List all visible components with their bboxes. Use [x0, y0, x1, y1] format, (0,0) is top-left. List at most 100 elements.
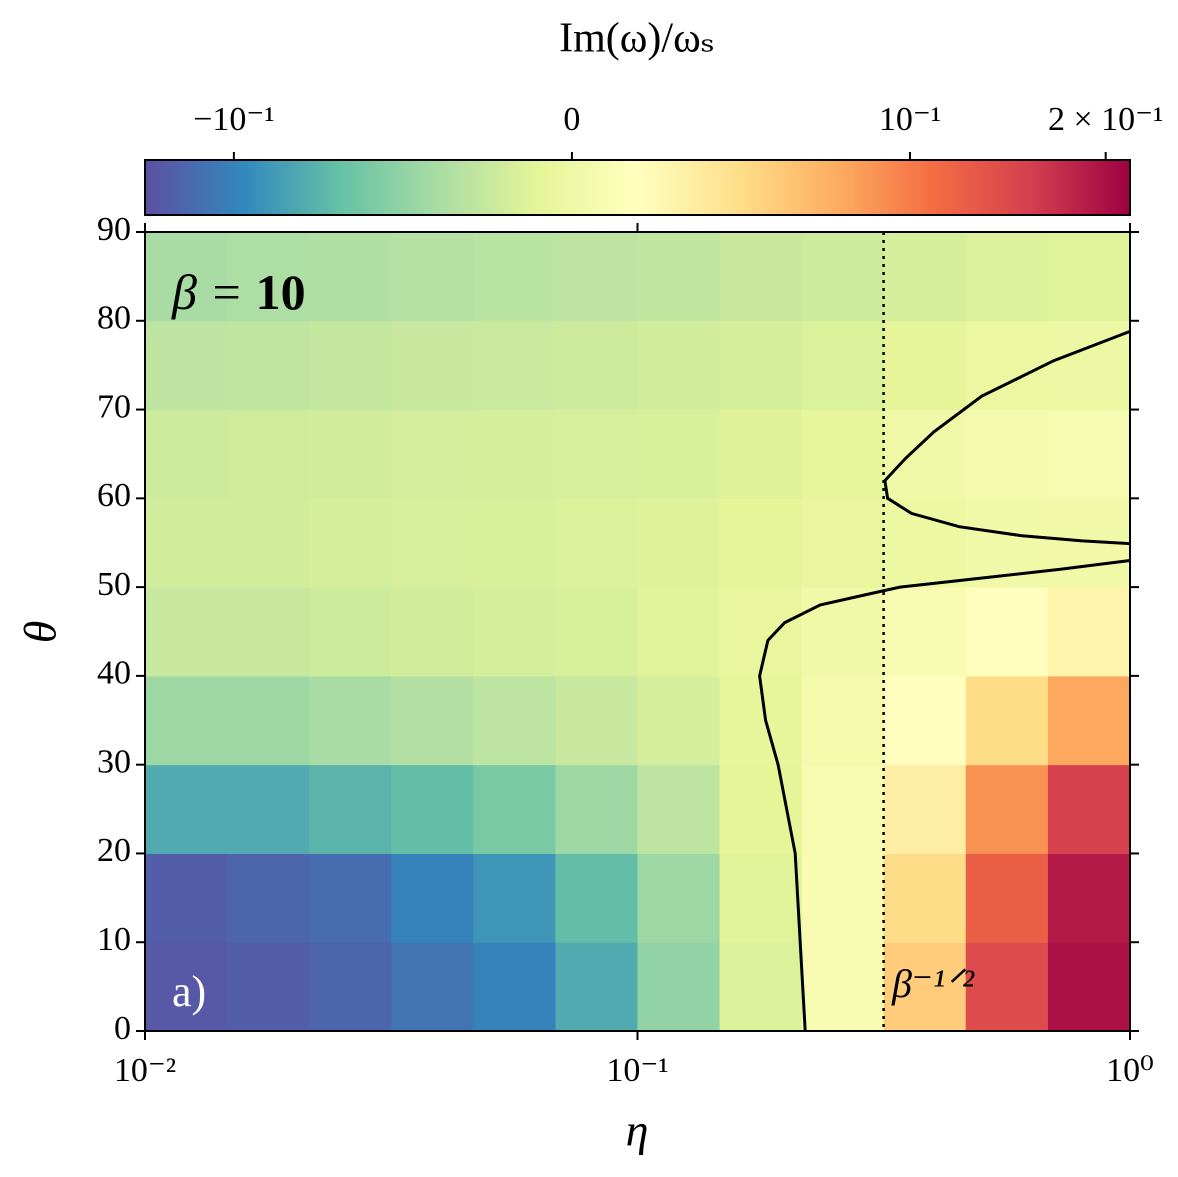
x-tick-label: 10⁰: [1106, 1052, 1154, 1089]
heatmap-cell: [1047, 853, 1131, 943]
heatmap-cell: [309, 498, 392, 588]
heatmap-cell: [391, 232, 474, 322]
y-tick-label: 80: [97, 300, 131, 337]
heatmap-cell: [309, 764, 392, 854]
y-tick-label: 90: [97, 211, 131, 248]
heatmap-cell: [227, 498, 310, 588]
heatmap-cell: [227, 320, 310, 411]
heatmap-cell: [637, 409, 721, 499]
colorbar-label: Im(ω)/ωₛ: [559, 16, 715, 62]
heatmap-cell: [227, 942, 310, 1032]
heatmap-cell: [145, 409, 228, 499]
y-tick-label: 70: [97, 388, 131, 425]
y-axis-label: θ: [15, 621, 66, 644]
heatmap-cell: [473, 942, 556, 1032]
heatmap-cell: [637, 942, 721, 1032]
x-tick-label: 10⁻²: [114, 1052, 176, 1089]
heatmap-cell: [883, 587, 967, 677]
heatmap-cell: [473, 587, 556, 677]
heatmap-cell: [555, 587, 638, 677]
heatmap-cell: [801, 320, 885, 411]
heatmap-cell: [1047, 232, 1131, 322]
heatmap-cell: [1047, 764, 1131, 854]
heatmap-cell: [391, 320, 474, 411]
heatmap-cell: [1047, 675, 1131, 766]
heatmap-cell: [555, 853, 638, 943]
heatmap-cell: [145, 764, 228, 854]
heatmap-cell: [801, 587, 885, 677]
heatmap-cell: [1047, 587, 1131, 677]
heatmap-cell: [145, 587, 228, 677]
heatmap-cell: [391, 587, 474, 677]
heatmap-cell: [883, 498, 967, 588]
heatmap-cell: [801, 409, 885, 499]
colorbar-tick-label: 2 × 10⁻¹: [1048, 101, 1163, 138]
heatmap-cell: [145, 232, 228, 322]
y-tick-label: 10: [97, 921, 131, 958]
heatmap-cell: [719, 409, 803, 499]
heatmap-cell: [883, 409, 967, 499]
heatmap-cell: [719, 587, 803, 677]
y-tick-label: 50: [97, 566, 131, 603]
heatmap-cell: [309, 320, 392, 411]
heatmap-cell: [391, 675, 474, 766]
heatmap-cell: [145, 853, 228, 943]
contour-line: [883, 329, 1131, 546]
heatmap-cell: [227, 587, 310, 677]
heatmap-cell: [1047, 942, 1131, 1032]
heatmap-cell: [965, 409, 1049, 499]
heatmap-cell: [801, 764, 885, 854]
heatmap-cell: [309, 409, 392, 499]
heatmap-cell: [1047, 409, 1131, 499]
heatmap-cell: [391, 764, 474, 854]
heatmap-cell: [883, 942, 967, 1032]
heatmap-cell: [555, 764, 638, 854]
heatmap-cell: [883, 320, 967, 411]
heatmap-cell: [309, 587, 392, 677]
heatmap-cell: [473, 764, 556, 854]
heatmap-cell: [965, 320, 1049, 411]
contour-line: [758, 559, 1131, 1032]
heatmap-cell: [555, 320, 638, 411]
heatmap-cell: [719, 498, 803, 588]
heatmap-cell: [801, 853, 885, 943]
heatmap-cell: [391, 942, 474, 1032]
heatmap-cell: [883, 764, 967, 854]
heatmap-cell: [801, 498, 885, 588]
y-tick-label: 60: [97, 477, 131, 514]
heatmap-cell: [883, 853, 967, 943]
colorbar-tick-label: 10⁻¹: [879, 101, 941, 138]
heatmap-cell: [965, 853, 1049, 943]
heatmap-cell: [145, 320, 228, 411]
heatmap-cell: [555, 942, 638, 1032]
heatmap-cell: [391, 498, 474, 588]
heatmap-cell: [555, 675, 638, 766]
heatmap-cell: [965, 675, 1049, 766]
heatmap-cell: [965, 232, 1049, 322]
heatmap-cell: [1047, 320, 1131, 411]
heatmap-cell: [309, 232, 392, 322]
heatmap-cell: [391, 409, 474, 499]
heatmap-cell: [637, 232, 721, 322]
heatmap-cell: [719, 764, 803, 854]
heatmap-cell: [309, 853, 392, 943]
heatmap-cell: [227, 232, 310, 322]
heatmap-cell: [965, 587, 1049, 677]
heatmap-cell: [555, 498, 638, 588]
heatmap-cell: [473, 320, 556, 411]
heatmap-cell: [801, 675, 885, 766]
heatmap-cell: [719, 320, 803, 411]
colorbar-tick-label: −10⁻¹: [193, 101, 274, 138]
heatmap-cell: [883, 232, 967, 322]
colorbar-tick-label: 0: [563, 101, 580, 138]
heatmap-cell: [473, 675, 556, 766]
heatmap-cell: [473, 232, 556, 322]
heatmap-cell: [309, 675, 392, 766]
heatmap-cell: [801, 942, 885, 1032]
heatmap-cell: [637, 675, 721, 766]
heatmap-cell: [473, 853, 556, 943]
heatmap-cell: [227, 764, 310, 854]
heatmap-cell: [883, 675, 967, 766]
annotation: β⁻¹ᐟ²: [891, 961, 975, 1006]
